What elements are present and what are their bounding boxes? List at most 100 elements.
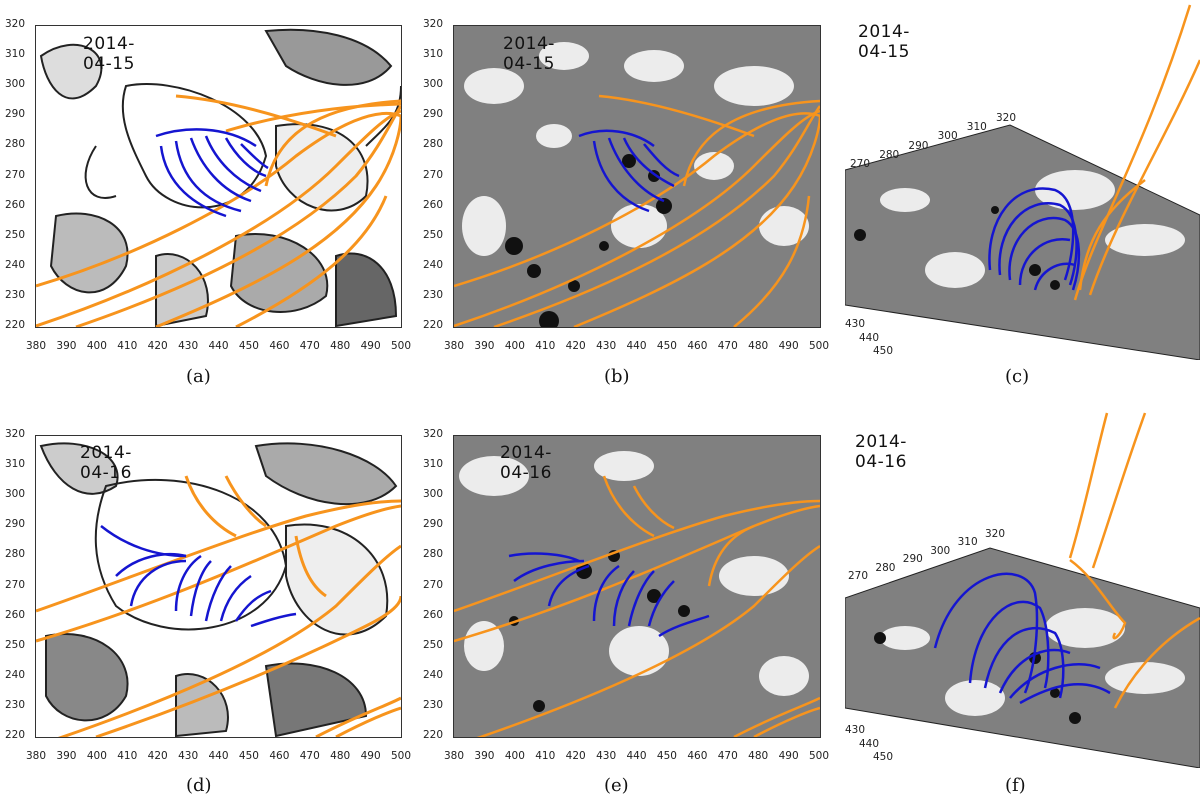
y-tick-label: 300: [5, 78, 26, 91]
x-tick-label: 390: [56, 340, 77, 352]
dark-patches: [509, 550, 690, 712]
open-field-lines: [454, 475, 820, 737]
y-tick-label: 250: [5, 638, 26, 651]
panel-b-caption: (b): [604, 366, 630, 387]
x-tick-label: 400: [504, 750, 525, 762]
x-tick-label: 430: [596, 750, 617, 762]
y-tick-label: 230: [423, 698, 444, 711]
x-tick-label: 420: [565, 340, 586, 352]
y-tick-label: 270: [423, 578, 444, 591]
perspective-tick-label: 300: [937, 130, 958, 143]
y-tick-label: 250: [423, 638, 444, 651]
y-tick-label: 240: [423, 668, 444, 681]
y-tick-label: 280: [5, 138, 26, 151]
y-tick-label: 220: [423, 729, 444, 741]
closed-field-lines: [578, 129, 680, 213]
y-tick-label: 290: [5, 518, 26, 531]
x-tick-label: 450: [656, 340, 677, 352]
y-tick-label: 300: [423, 488, 444, 501]
contour-map: [39, 442, 398, 737]
bright-patches: [880, 170, 1185, 288]
dark-patches: [874, 632, 1081, 724]
x-tick-label: 460: [269, 750, 290, 762]
y-tick-label: 270: [5, 168, 26, 181]
y-tick-label: 220: [5, 729, 26, 741]
x-tick-label: 410: [535, 340, 556, 352]
panel-a-plot: [35, 25, 402, 328]
closed-field-lines: [508, 552, 710, 638]
x-tick-label: 480: [748, 340, 769, 352]
y-tick-label: 290: [5, 108, 26, 121]
panel-c-svg: [845, 4, 1200, 360]
x-tick-label: 450: [238, 340, 259, 352]
perspective-tick-label: 270: [848, 570, 869, 582]
x-tick-label: 460: [687, 750, 708, 762]
open-field-lines: [1073, 4, 1200, 301]
y-tick-label: 300: [5, 488, 26, 501]
x-tick-label: 430: [596, 340, 617, 352]
panel-b-svg: [454, 42, 820, 327]
perspective-tick-label: 450: [873, 345, 894, 357]
open-field-lines: [36, 475, 401, 737]
perspective-tick-label: 450: [873, 751, 894, 763]
x-tick-label: 390: [56, 750, 77, 762]
panel-e-caption: (e): [604, 775, 629, 796]
x-tick-label: 490: [778, 750, 799, 762]
closed-field-lines: [155, 128, 269, 218]
y-tick-label: 260: [5, 198, 26, 211]
x-tick-label: 400: [86, 750, 107, 762]
panel-d-date: 2014-04-16: [80, 443, 132, 483]
panel-b-date: 2014-04-15: [503, 34, 555, 74]
open-field-lines: [1068, 412, 1200, 709]
panel-c-caption: (c): [1005, 366, 1030, 387]
x-tick-label: 420: [147, 340, 168, 352]
y-tick-label: 310: [423, 458, 444, 471]
y-tick-label: 280: [423, 548, 444, 561]
y-tick-label: 310: [5, 48, 26, 61]
x-tick-label: 480: [330, 340, 351, 352]
closed-field-lines: [988, 187, 1081, 291]
y-tick-label: 280: [5, 548, 26, 561]
perspective-tick-label: 270: [850, 158, 871, 170]
bright-patches: [880, 608, 1185, 716]
y-tick-label: 230: [5, 288, 26, 301]
panel-a-date: 2014-04-15: [83, 34, 135, 74]
panel-f-caption: (f): [1005, 775, 1026, 796]
y-tick-label: 240: [5, 668, 26, 681]
panel-a-caption: (a): [186, 366, 211, 387]
x-tick-label: 410: [535, 750, 556, 762]
x-tick-label: 490: [778, 340, 799, 352]
perspective-tick-label: 280: [879, 148, 900, 161]
perspective-tick-label: 440: [859, 331, 880, 344]
y-tick-label: 310: [423, 48, 444, 61]
x-tick-label: 460: [269, 340, 290, 352]
panel-d-caption: (d): [186, 775, 212, 796]
x-tick-label: 390: [474, 750, 495, 762]
perspective-tick-label: 320: [985, 528, 1006, 540]
perspective-tick-label: 300: [930, 544, 951, 557]
perspective-tick-label: 440: [859, 737, 880, 750]
dark-patches: [854, 206, 1060, 290]
y-tick-label: 300: [423, 78, 444, 91]
y-tick-label: 220: [423, 319, 444, 331]
x-tick-label: 430: [178, 340, 199, 352]
x-tick-label: 380: [444, 750, 465, 762]
x-tick-label: 440: [208, 340, 229, 352]
x-tick-label: 500: [391, 750, 412, 762]
bright-patches: [459, 451, 809, 696]
x-tick-label: 400: [86, 340, 107, 352]
perspective-tick-label: 320: [996, 112, 1017, 124]
x-tick-label: 480: [330, 750, 351, 762]
panel-a-svg: [36, 28, 401, 327]
y-tick-label: 290: [423, 108, 444, 121]
panel-e-svg: [454, 451, 820, 737]
x-tick-label: 470: [299, 750, 320, 762]
x-tick-label: 390: [474, 340, 495, 352]
y-tick-label: 260: [423, 608, 444, 621]
x-tick-label: 450: [656, 750, 677, 762]
perspective-tick-label: 430: [845, 724, 866, 736]
y-tick-label: 270: [423, 168, 444, 181]
panel-f-date: 2014-04-16: [855, 432, 907, 472]
x-tick-label: 410: [117, 340, 138, 352]
x-tick-label: 490: [360, 750, 381, 762]
